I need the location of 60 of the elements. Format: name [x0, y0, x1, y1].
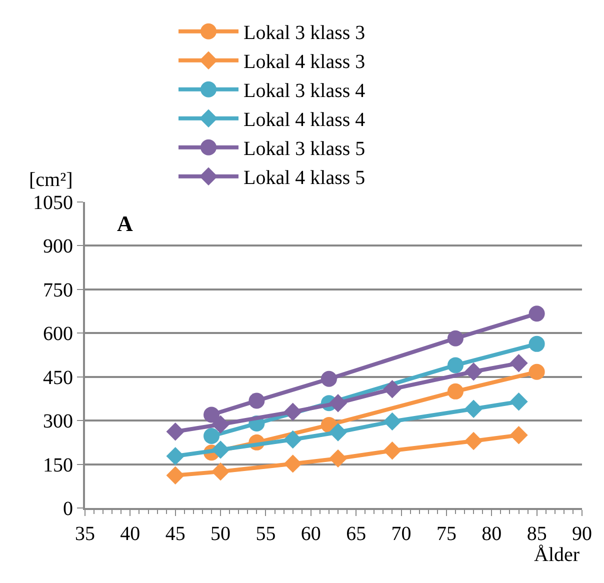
x-tick-label: 40: [120, 523, 140, 545]
y-tick-label: 1050: [33, 192, 73, 214]
point: [464, 400, 483, 418]
point: [383, 380, 402, 398]
point: [328, 449, 348, 468]
point: [510, 354, 528, 372]
legend-label: Lokal 4 klass 4: [244, 109, 366, 132]
legend-label: Lokal 3 klass 5: [244, 138, 366, 160]
x-tick-label: 70: [391, 523, 412, 545]
point: [328, 423, 348, 442]
point: [528, 336, 545, 352]
point: [464, 432, 483, 450]
point: [383, 441, 402, 460]
point: [284, 430, 302, 449]
x-tick-label: 55: [256, 523, 276, 545]
point: [328, 394, 348, 412]
point: [528, 306, 545, 322]
point: [464, 362, 483, 381]
point: [284, 402, 302, 421]
point: [204, 406, 220, 423]
point: [447, 383, 464, 400]
point: [211, 415, 230, 434]
y-tick-label: 150: [43, 454, 73, 476]
point: [447, 357, 464, 374]
point: [528, 364, 545, 380]
point: [166, 466, 184, 484]
point: [166, 447, 184, 466]
y-tick-label: 600: [43, 323, 73, 346]
x-tick-label: 75: [436, 523, 456, 545]
point: [248, 392, 265, 409]
legend-label: Lokal 4 klass 5: [244, 167, 366, 190]
y-tick-label: 450: [43, 366, 73, 389]
point: [447, 330, 464, 346]
point: [211, 462, 230, 481]
y-tick-label: 0: [63, 498, 73, 520]
x-tick-label: 35: [75, 523, 95, 545]
x-tick-label: 90: [572, 523, 592, 545]
annotation: A: [117, 211, 133, 236]
legend-label: Lokal 3 klass 3: [244, 22, 366, 44]
x-axis-title: Ålder: [534, 544, 580, 566]
y-axis-title: [cm²]: [29, 169, 73, 191]
point: [284, 454, 302, 473]
point: [166, 422, 184, 441]
x-tick-label: 45: [165, 523, 186, 545]
x-tick-label: 60: [300, 523, 321, 545]
y-tick-label: 900: [43, 236, 73, 258]
x-tick-label: 85: [526, 523, 547, 545]
legend-label: Lokal 3 klass 4: [244, 80, 366, 102]
point: [383, 412, 402, 431]
point: [204, 428, 220, 444]
point: [510, 392, 528, 411]
point: [320, 370, 337, 387]
x-tick-label: 50: [210, 523, 231, 545]
x-tick-label: 80: [482, 523, 502, 545]
y-tick-label: 750: [43, 279, 73, 302]
point: [211, 440, 230, 459]
y-tick-label: 300: [43, 410, 73, 433]
point: [510, 426, 528, 444]
legend-label: Lokal 4 klass 3: [244, 51, 366, 74]
x-tick-label: 65: [346, 523, 366, 545]
